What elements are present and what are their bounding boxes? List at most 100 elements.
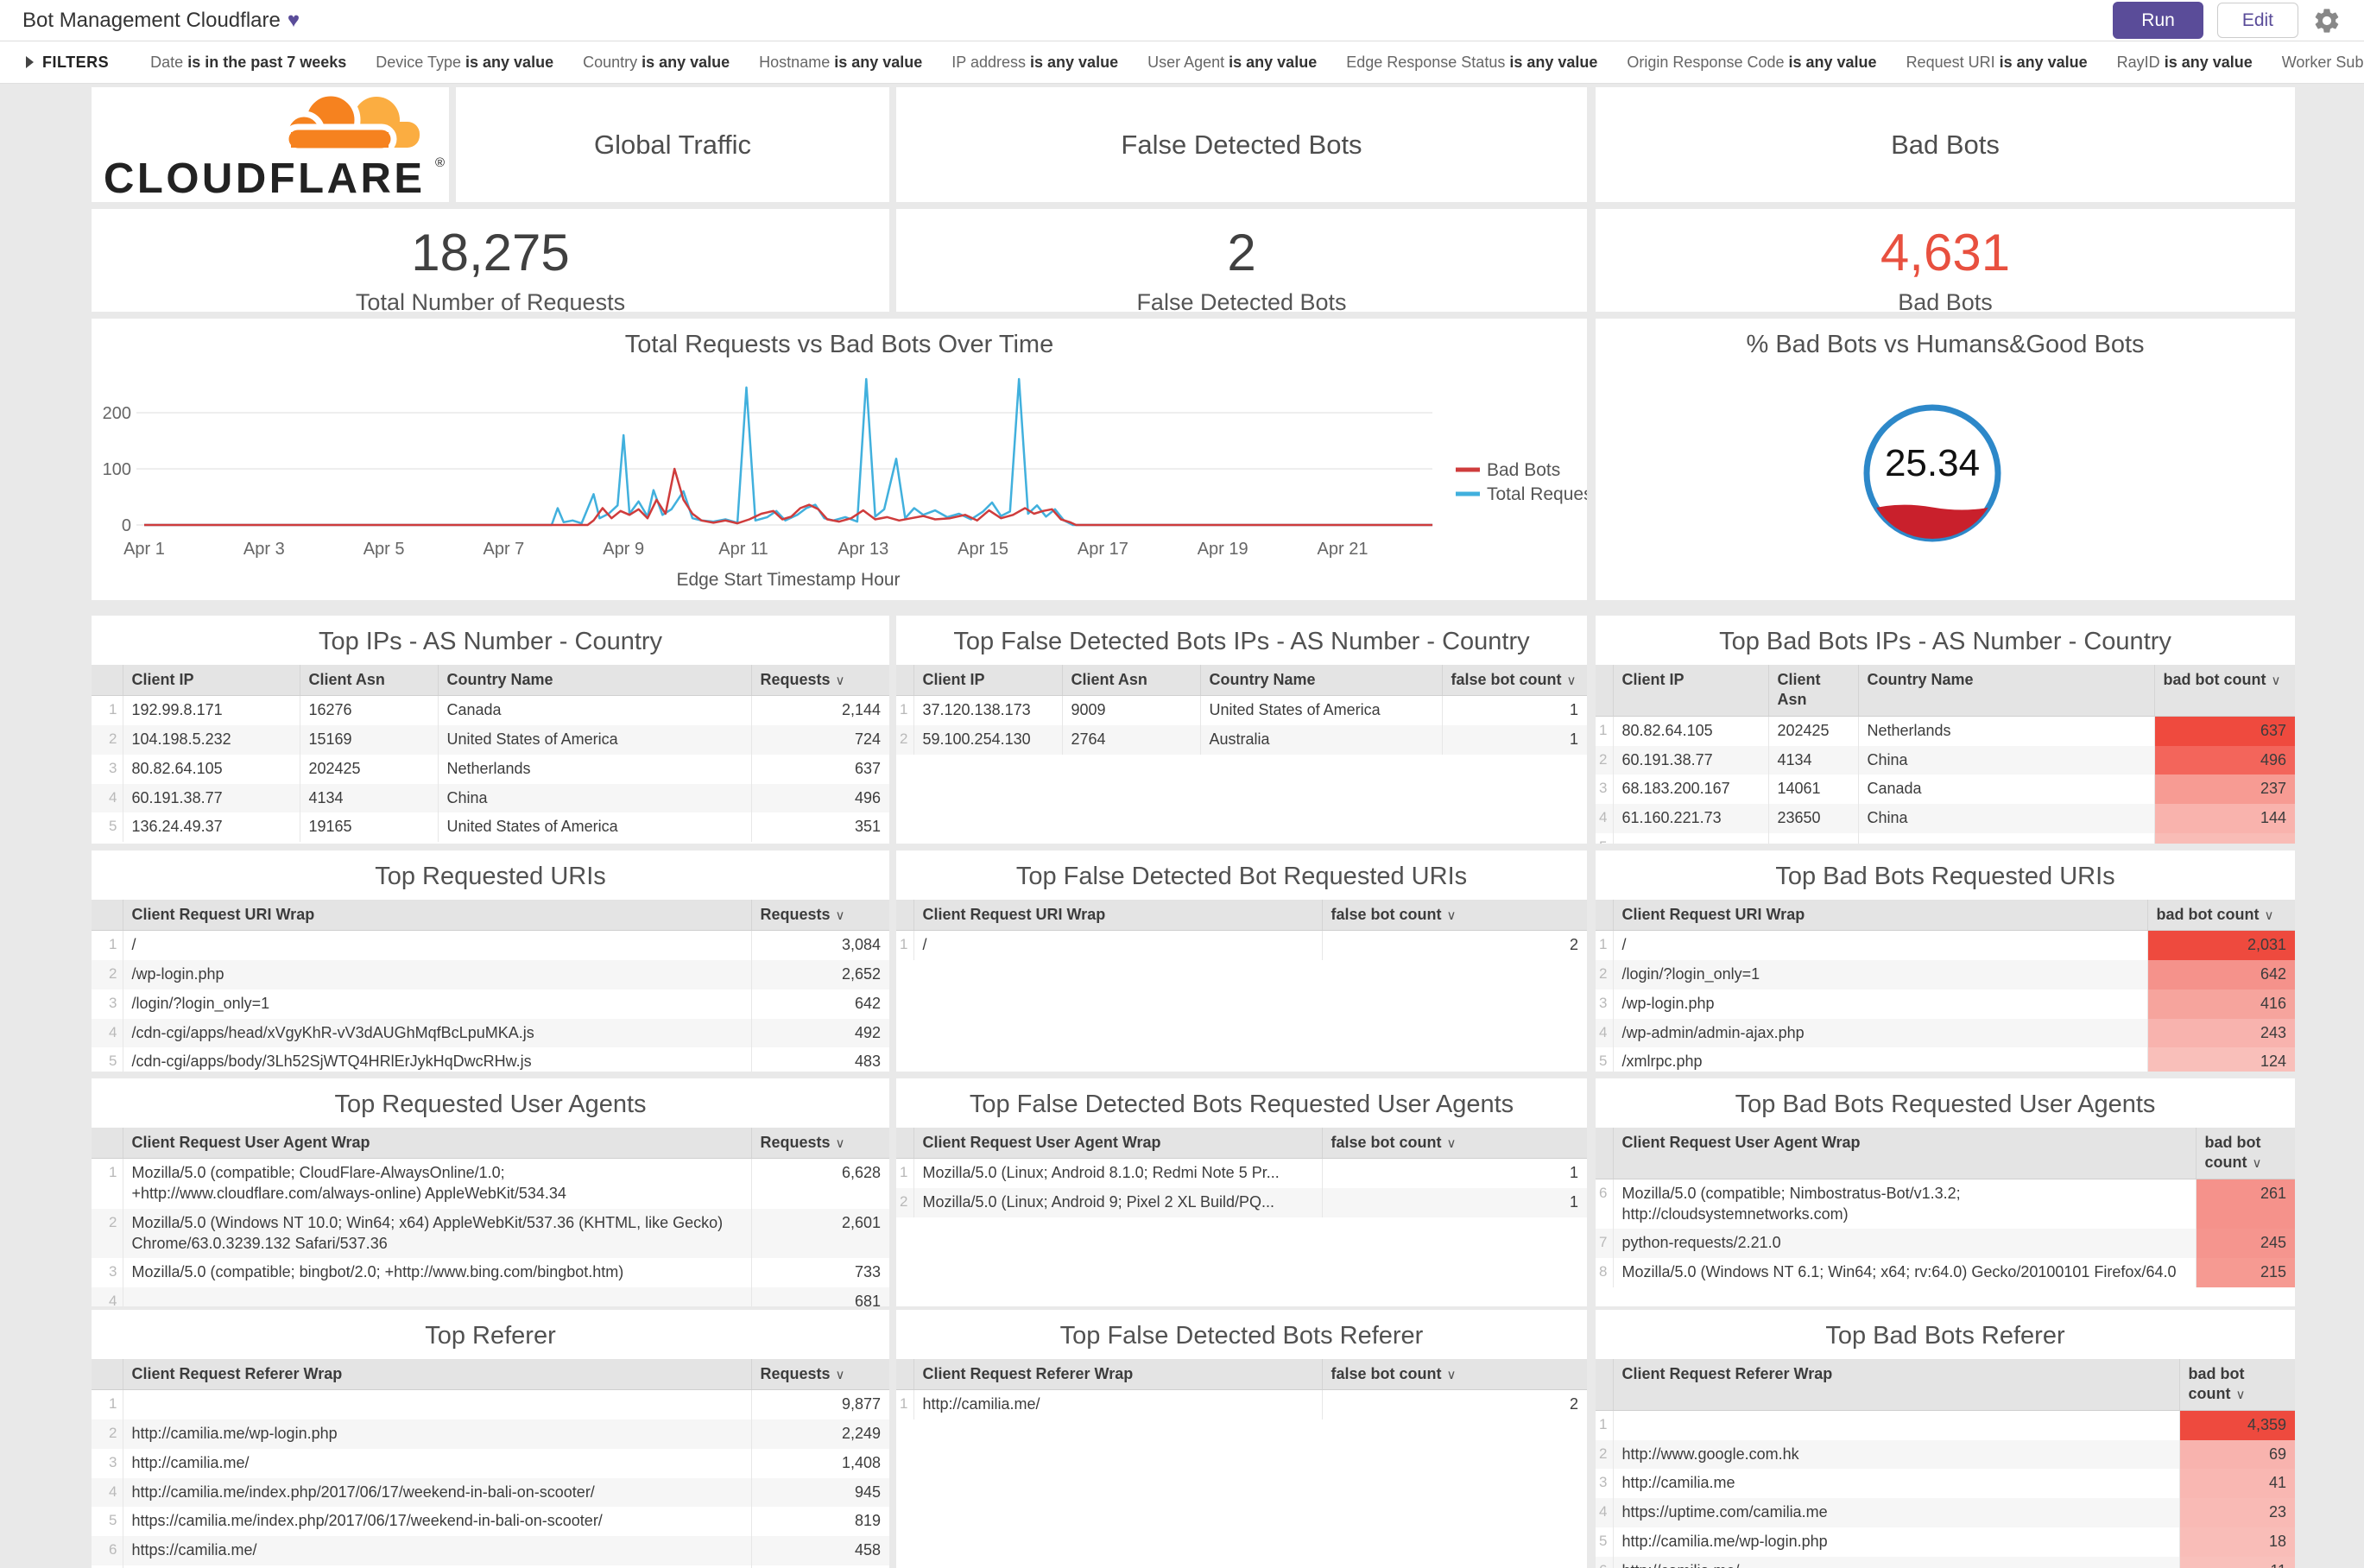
column-header-country-name[interactable]: Country Name (1199, 665, 1442, 697)
table-value-cell[interactable]: 492 (750, 1018, 889, 1048)
table-value-cell[interactable]: 1 (1441, 725, 1587, 755)
column-header-client-asn[interactable]: Client Asn (1767, 665, 1858, 717)
column-header-requests[interactable]: Requests ∨ (750, 1128, 889, 1160)
series-total-requests[interactable] (144, 377, 1433, 527)
table-value-cell[interactable]: 2,031 (2146, 930, 2295, 961)
table-cell[interactable]: Mozilla/5.0 (compatible; Nimbostratus-Bo… (1612, 1179, 2196, 1230)
column-header-client-request-uri-wrap[interactable]: Client Request URI Wrap (913, 900, 1322, 932)
table-value-cell[interactable]: 1 (1321, 1188, 1587, 1217)
table-cell[interactable]: 16276 (299, 695, 438, 726)
filter-chip-origin-response-code[interactable]: Origin Response Code is any value (1627, 53, 1877, 71)
table-cell[interactable]: Mozilla/5.0 (Linux; Android 9; Pixel 2 X… (913, 1188, 1322, 1217)
table-value-cell[interactable]: 2,601 (750, 1208, 889, 1259)
table-value-cell[interactable]: 41 (2178, 1469, 2295, 1499)
table-cell[interactable]: https://uptime.com/camilia.me (1612, 1498, 2179, 1527)
column-header-false-bot-count[interactable]: false bot count ∨ (1441, 665, 1587, 697)
table-value-cell[interactable]: 496 (2153, 745, 2295, 775)
table-value-cell[interactable]: 637 (2153, 716, 2295, 746)
table-value-cell[interactable]: 2 (1321, 1389, 1587, 1420)
table-cell[interactable] (1612, 1410, 2179, 1440)
table-value-cell[interactable]: 261 (2195, 1179, 2295, 1230)
table-value-cell[interactable]: 416 (2146, 989, 2295, 1019)
table-value-cell[interactable]: 3,084 (750, 930, 889, 961)
column-header-client-ip[interactable]: Client IP (122, 665, 300, 697)
table-cell[interactable]: http://camilia.me/wp-login.php (122, 1419, 751, 1449)
table-cell[interactable]: http://camilia.me/wp-login.php (1612, 1527, 2179, 1557)
column-header-client-ip[interactable]: Client IP (1612, 665, 1768, 717)
legend-item-total-requests[interactable]: Total Requests (1456, 484, 1587, 504)
column-header-false-bot-count[interactable]: false bot count ∨ (1321, 1128, 1587, 1160)
table-cell[interactable]: United States of America (1199, 695, 1442, 726)
table-value-cell[interactable]: 124 (2146, 1047, 2295, 1072)
table-cell[interactable]: 202425 (1767, 716, 1858, 746)
table-value-cell[interactable]: 642 (750, 989, 889, 1019)
table-value-cell[interactable]: 351 (750, 812, 889, 843)
table-cell[interactable]: 80.82.64.105 (1612, 716, 1768, 746)
table-cell[interactable]: http://camilia.me/ (913, 1389, 1322, 1420)
table-cell[interactable]: 59.100.254.130 (913, 725, 1062, 755)
table-value-cell[interactable]: 2,652 (750, 960, 889, 989)
table-value-cell[interactable]: 642 (2146, 960, 2295, 989)
table-cell[interactable]: Canada (1857, 775, 2154, 805)
filter-chip-user-agent[interactable]: User Agent is any value (1147, 53, 1318, 71)
table-value-cell[interactable]: 1 (1441, 695, 1587, 726)
table-cell[interactable]: United States of America (437, 812, 751, 843)
column-header-client-asn[interactable]: Client Asn (1061, 665, 1200, 697)
column-header-country-name[interactable]: Country Name (437, 665, 751, 697)
filter-chip-edge-response-status[interactable]: Edge Response Status is any value (1346, 53, 1598, 71)
table-cell[interactable] (1767, 832, 1858, 844)
table-cell[interactable]: /cdn-cgi/apps/body/3Lh52SjWTQ4HRlErJykHq… (122, 1047, 751, 1072)
table-value-cell[interactable]: 724 (750, 725, 889, 755)
table-cell[interactable]: China (1857, 745, 2154, 775)
table-value-cell[interactable]: 483 (750, 1047, 889, 1072)
column-header-client-asn[interactable]: Client Asn (299, 665, 438, 697)
table-cell[interactable]: Netherlands (1857, 716, 2154, 746)
table-cell[interactable]: https://camilia.me/index.php/2017/06/17/… (122, 1507, 751, 1537)
table-cell[interactable]: 136.24.49.37 (122, 812, 300, 843)
table-cell[interactable]: /cdn-cgi/apps/head/xVgyKhR-vV3dAUGhMqfBc… (122, 1018, 751, 1048)
table-value-cell[interactable]: 681 (750, 1287, 889, 1306)
table-cell[interactable]: /wp-login.php (122, 960, 751, 989)
column-header-client-ip[interactable]: Client IP (913, 665, 1062, 697)
table-value-cell[interactable]: 2,249 (750, 1419, 889, 1449)
table-value-cell[interactable]: 144 (2153, 804, 2295, 833)
table-cell[interactable]: Mozilla/5.0 (Windows NT 10.0; Win64; x64… (122, 1208, 751, 1259)
table-value-cell[interactable]: 18 (2178, 1527, 2295, 1557)
table-cell[interactable]: China (1857, 804, 2154, 833)
table-cell[interactable] (122, 1287, 751, 1306)
table-value-cell[interactable]: 496 (750, 783, 889, 813)
table-cell[interactable]: 4134 (1767, 745, 1858, 775)
table-cell[interactable]: 104.198.5.232 (122, 725, 300, 755)
table-value-cell[interactable]: 215 (2195, 1258, 2295, 1287)
table-value-cell[interactable] (2153, 832, 2295, 844)
table-cell[interactable]: http://camilia.me/ (122, 1448, 751, 1478)
filter-chip-ip-address[interactable]: IP address is any value (951, 53, 1119, 71)
table-cell[interactable]: /login/?login_only=1 (1612, 960, 2147, 989)
table-cell[interactable]: Mozilla/5.0 (Windows NT 6.1; Win64; x64;… (1612, 1258, 2196, 1287)
table-cell[interactable]: Mozilla/5.0 (compatible; CloudFlare-Alwa… (122, 1158, 751, 1209)
column-header-bad-bot-count[interactable]: bad bot count ∨ (2178, 1359, 2295, 1411)
filter-chip-hostname[interactable]: Hostname is any value (759, 53, 923, 71)
table-cell[interactable]: 202425 (299, 754, 438, 784)
table-cell[interactable]: 4134 (299, 783, 438, 813)
table-value-cell[interactable]: 1,408 (750, 1448, 889, 1478)
table-cell[interactable]: python-requests/2.21.0 (1612, 1229, 2196, 1259)
column-header-client-request-referer-wrap[interactable]: Client Request Referer Wrap (1612, 1359, 2179, 1411)
table-cell[interactable]: http://camilia.me/ (1612, 1556, 2179, 1568)
table-cell[interactable]: /login/?login_only=1 (122, 989, 751, 1019)
column-header-bad-bot-count[interactable]: bad bot count ∨ (2153, 665, 2295, 717)
run-button[interactable]: Run (2113, 2, 2203, 39)
table-cell[interactable]: 15169 (299, 725, 438, 755)
table-cell[interactable] (1612, 832, 1768, 844)
table-cell[interactable]: /xmlrpc.php (1612, 1047, 2147, 1072)
table-cell[interactable]: http://camilia.me/index.php/2017/05/14/h… (122, 1565, 751, 1568)
table-cell[interactable]: http://www.google.com.hk (1612, 1439, 2179, 1470)
table-value-cell[interactable]: 733 (750, 1258, 889, 1288)
table-value-cell[interactable]: 245 (2195, 1229, 2295, 1259)
table-cell[interactable]: 37.120.138.173 (913, 695, 1062, 726)
table-cell[interactable]: Mozilla/5.0 (compatible; bingbot/2.0; +h… (122, 1258, 751, 1288)
table-value-cell[interactable]: 69 (2178, 1439, 2295, 1470)
table-cell[interactable] (1857, 832, 2154, 844)
table-cell[interactable]: /wp-login.php (1612, 989, 2147, 1019)
table-value-cell[interactable]: 458 (750, 1536, 889, 1565)
